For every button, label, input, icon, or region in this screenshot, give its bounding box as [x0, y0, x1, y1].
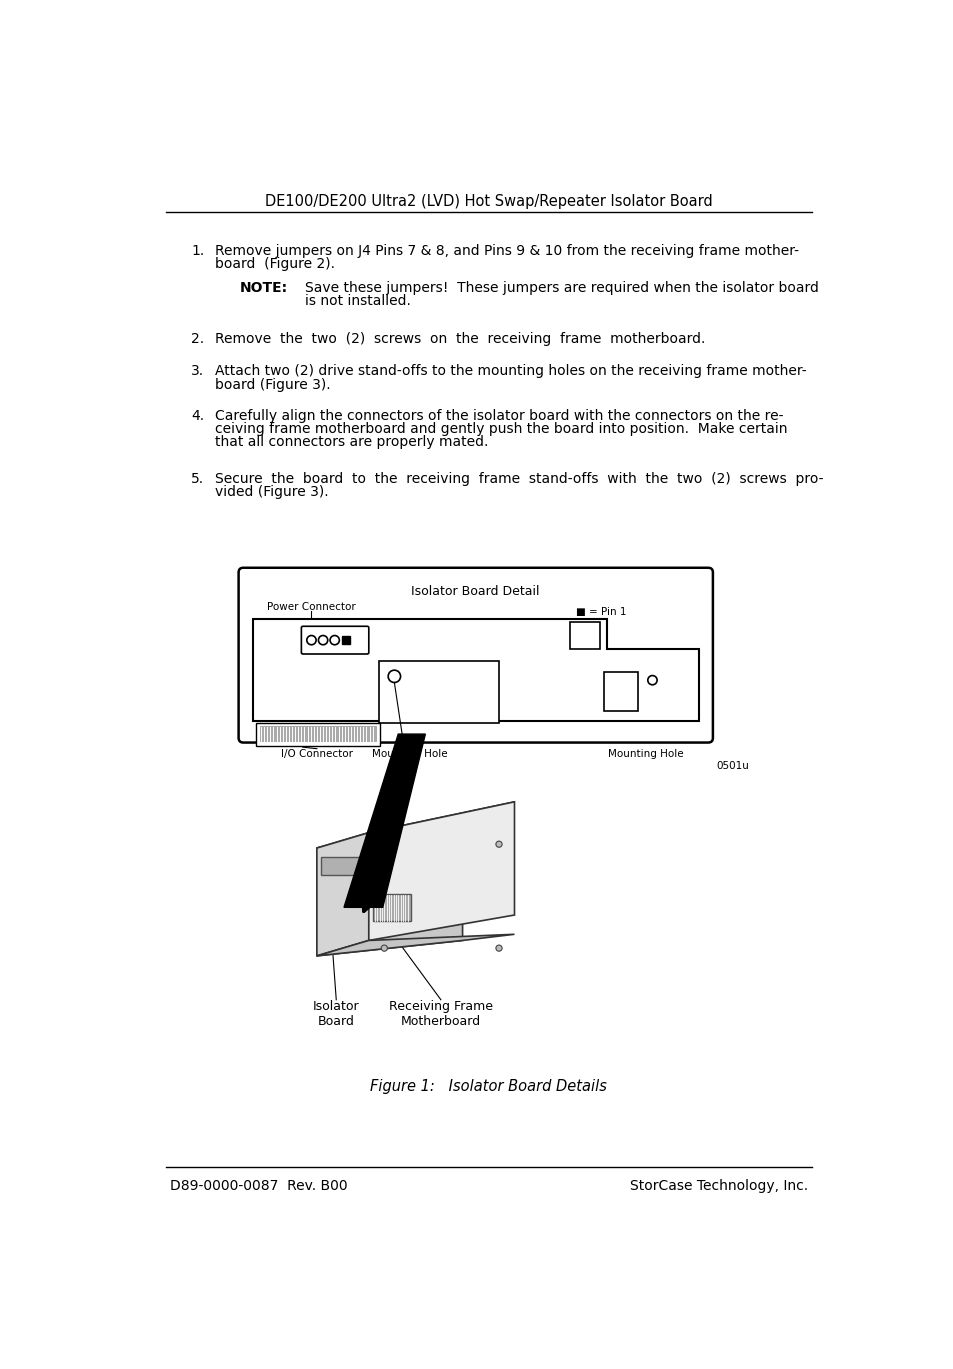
Text: Remove jumpers on J4 Pins 7 & 8, and Pins 9 & 10 from the receiving frame mother: Remove jumpers on J4 Pins 7 & 8, and Pin… [214, 244, 798, 257]
Text: Isolator
Board: Isolator Board [313, 999, 359, 1028]
Text: 5.: 5. [192, 472, 204, 486]
Circle shape [381, 945, 387, 951]
Text: 3.: 3. [192, 364, 204, 378]
Polygon shape [369, 802, 514, 941]
Text: DE100/DE200 Ultra2 (LVD) Hot Swap/Repeater Isolator Board: DE100/DE200 Ultra2 (LVD) Hot Swap/Repeat… [265, 194, 712, 208]
Text: ■ = Pin 1: ■ = Pin 1 [576, 606, 626, 617]
FancyBboxPatch shape [238, 568, 712, 742]
Text: +5  GND  +12: +5 GND +12 [311, 663, 375, 671]
Circle shape [647, 675, 657, 684]
Circle shape [388, 671, 400, 683]
Text: board  (Figure 2).: board (Figure 2). [214, 256, 335, 271]
Text: J3: J3 [277, 635, 287, 645]
Circle shape [318, 635, 328, 645]
Text: D89-0000-0087  Rev. B00: D89-0000-0087 Rev. B00 [170, 1179, 347, 1194]
Circle shape [307, 635, 315, 645]
Circle shape [381, 841, 387, 847]
Text: board (Figure 3).: board (Figure 3). [214, 378, 330, 392]
Circle shape [330, 635, 339, 645]
Text: StorCase Technology, Inc.: StorCase Technology, Inc. [629, 1179, 807, 1194]
Polygon shape [380, 806, 498, 898]
Circle shape [496, 841, 501, 847]
Text: Power Connector: Power Connector [267, 601, 355, 612]
Polygon shape [316, 934, 514, 956]
Bar [603, 672, 638, 711]
Text: Receiving Frame
Motherboard: Receiving Frame Motherboard [389, 999, 493, 1028]
Text: I/O Connector: I/O Connector [280, 749, 353, 758]
Text: 0501u: 0501u [716, 761, 748, 771]
Text: ceiving frame motherboard and gently push the board into position.  Make certain: ceiving frame motherboard and gently pus… [214, 422, 786, 437]
Text: Attach two (2) drive stand-offs to the mounting holes on the receiving frame mot: Attach two (2) drive stand-offs to the m… [214, 364, 805, 378]
Text: Carefully align the connectors of the isolator board with the connectors on the : Carefully align the connectors of the is… [214, 409, 782, 423]
Bar [570, 623, 599, 649]
Text: 4.: 4. [192, 409, 204, 423]
Text: Mounting Hole: Mounting Hole [608, 749, 683, 758]
Text: Isolator Board Detail: Isolator Board Detail [411, 586, 539, 598]
Bar [259, 727, 377, 742]
FancyBboxPatch shape [301, 626, 369, 654]
Text: Remove  the  two  (2)  screws  on  the  receiving  frame  motherboard.: Remove the two (2) screws on the receivi… [214, 333, 704, 346]
Bar [373, 894, 411, 921]
Text: that all connectors are properly mated.: that all connectors are properly mated. [214, 435, 487, 449]
Polygon shape [344, 734, 425, 908]
Text: is not installed.: is not installed. [305, 293, 411, 308]
Bar [256, 723, 380, 746]
Text: Secure  the  board  to  the  receiving  frame  stand-offs  with  the  two  (2)  : Secure the board to the receiving frame … [214, 472, 822, 486]
Text: 2.: 2. [192, 333, 204, 346]
Circle shape [496, 945, 501, 951]
Text: 1.: 1. [192, 244, 204, 257]
Text: vided (Figure 3).: vided (Figure 3). [214, 486, 328, 500]
Polygon shape [253, 619, 699, 721]
Polygon shape [316, 802, 514, 847]
Text: Save these jumpers!  These jumpers are required when the isolator board: Save these jumpers! These jumpers are re… [305, 281, 819, 294]
Bar [378, 661, 498, 723]
Text: NOTE:: NOTE: [239, 281, 287, 294]
Text: Figure 1:   Isolator Board Details: Figure 1: Isolator Board Details [370, 1079, 607, 1094]
Text: Mounting Hole: Mounting Hole [372, 749, 447, 758]
Polygon shape [316, 817, 462, 956]
Bar [342, 637, 350, 643]
Polygon shape [316, 832, 369, 956]
Bar [320, 857, 365, 875]
